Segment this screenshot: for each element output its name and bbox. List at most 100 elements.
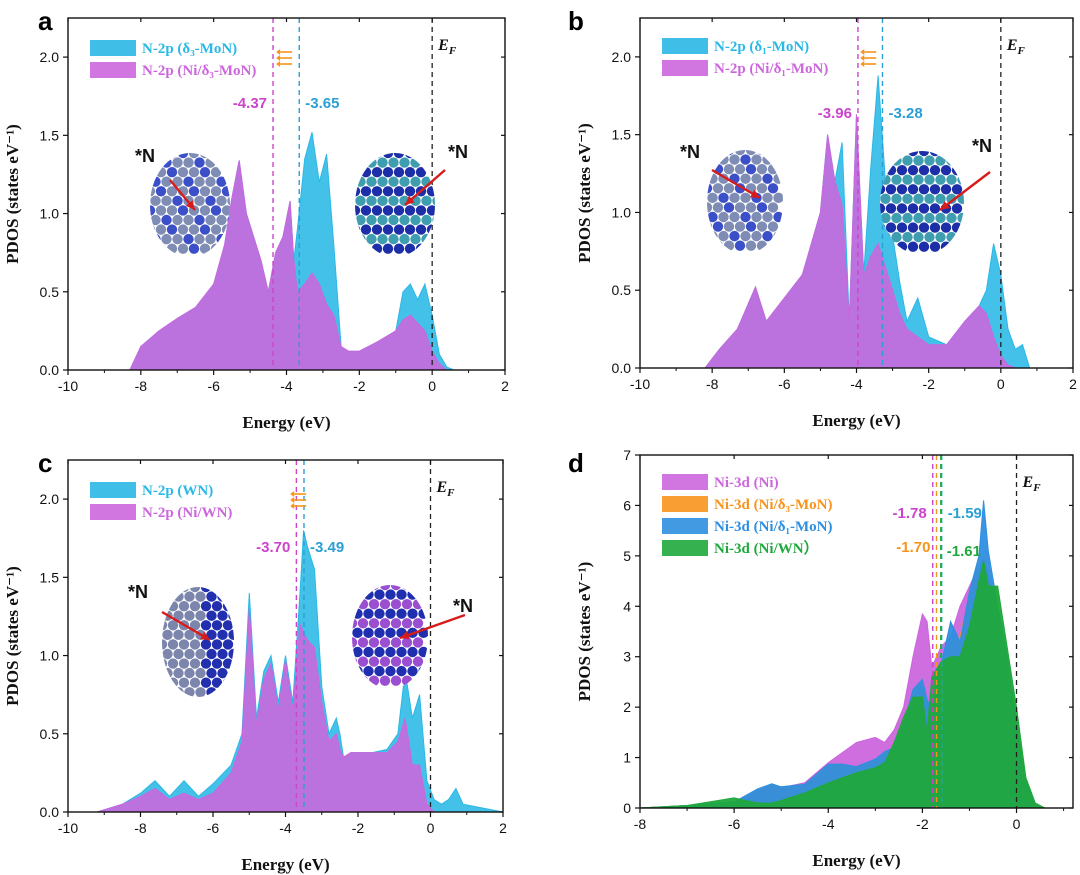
atom [712,202,724,213]
atom [907,151,919,157]
atom [184,648,195,660]
adsorbate-label-N: *N [972,136,992,156]
atom [166,153,178,159]
atom [918,184,930,195]
x-tick-label: 2 [501,378,509,394]
shift-arrow-head [276,49,281,55]
atom [718,211,729,223]
legend-label: Ni-3d (Ni) [714,475,779,491]
atom [352,598,358,610]
atom [355,205,361,216]
atom [929,241,941,252]
atom [382,153,394,159]
atom [200,677,212,688]
atom [377,195,388,207]
y-tick-label: 6 [623,497,631,513]
atom [426,186,435,197]
atom [773,230,783,242]
atom [221,186,230,197]
atom [189,639,201,650]
panel-label-b: b [568,6,584,36]
x-tick-label: 2 [1069,376,1077,392]
shift-arrow-head [860,61,865,67]
atom [767,240,779,251]
legend-label: N-2p (δ₁-MoN) [714,39,809,55]
y-tick-label: 2.0 [40,491,60,507]
atom [206,610,217,621]
atom [907,203,919,214]
atom [155,153,167,159]
atom [155,186,167,197]
atom [167,677,179,688]
atom [360,243,372,254]
atom [891,193,902,205]
atom [891,174,902,185]
peak-value-label: -1.61 [947,543,981,560]
legend-swatch [662,60,708,76]
atom [162,677,168,688]
atom [173,591,184,602]
atom [199,166,211,178]
y-tick-label: 0.5 [612,282,632,298]
atom [382,186,394,197]
atom [210,243,222,254]
atom [162,667,173,679]
y-axis-label: PDOS (states eV⁻¹) [575,123,594,263]
y-tick-label: 0.0 [612,360,632,376]
atom [222,677,234,688]
atom [352,656,358,667]
atom [188,224,200,235]
atom [734,163,746,175]
atom [228,687,234,697]
atom [385,589,396,600]
atom [183,157,194,168]
atom [913,155,924,166]
atom [352,646,363,658]
x-tick-label: -2 [353,378,366,394]
axes-frame [639,454,1074,809]
x-axis-label: Energy (eV) [241,855,329,874]
atom [228,591,234,602]
atom [189,658,201,669]
atom [194,214,205,226]
atom [162,587,168,593]
atom [188,243,200,254]
atom [352,637,358,648]
atom [707,150,713,156]
atom-grid [707,150,783,254]
atom [729,154,740,165]
atom [150,176,161,187]
atom [382,243,394,254]
atom [162,658,168,669]
atom [390,618,402,629]
atom [199,186,211,197]
pdos-panel-a: -10 -8 -6 -4 -2 0 2 0.0 0.5 1.0 1.5 2.0 Energy (eV) P… [3,17,509,432]
atom [773,173,783,184]
atom [896,164,908,176]
legend-swatch [662,474,708,490]
atom [194,195,205,207]
atom [360,153,372,159]
atom [924,174,935,185]
x-tick-label: 0 [428,378,436,394]
atom [357,637,369,648]
atom [155,166,167,178]
y-tick-label: 1.0 [40,648,60,664]
atom [745,221,757,232]
atom [946,231,957,243]
atom [918,203,930,214]
atom [379,637,391,648]
atom [371,243,383,254]
adsorbate-label-N: *N [135,146,155,166]
x-tick-label: -8 [706,376,719,392]
atom [217,610,228,621]
atom [366,195,377,207]
red-arrow [939,171,991,211]
atom [172,233,183,245]
atom [762,173,773,184]
legend-label: Ni-3d (Ni/WN） [714,539,819,557]
atom [393,224,405,235]
legend-swatch [662,518,708,534]
atom [184,687,195,697]
atom [161,233,172,245]
